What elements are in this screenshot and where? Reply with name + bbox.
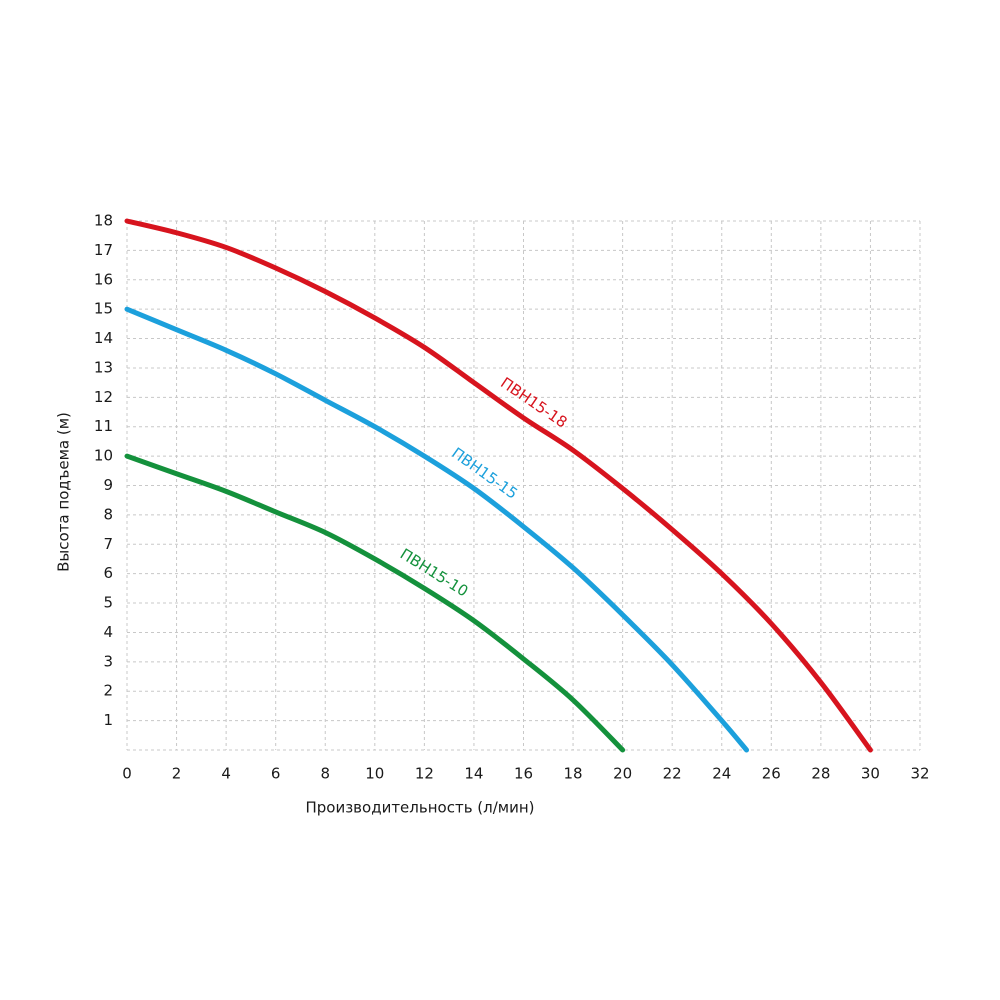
y-tick-label: 15 — [94, 300, 113, 318]
x-tick-label: 6 — [271, 765, 281, 783]
y-tick-label: 3 — [103, 652, 113, 670]
y-tick-label: 5 — [103, 594, 113, 612]
x-tick-label: 18 — [564, 765, 583, 783]
x-tick-label: 2 — [172, 765, 182, 783]
y-tick-label: 1 — [103, 711, 113, 729]
x-axis-title: Производительность (л/мин) — [305, 799, 534, 817]
y-tick-label: 7 — [103, 535, 113, 553]
y-axis-title: Высота подъема (м) — [55, 412, 73, 572]
y-tick-label: 10 — [94, 447, 113, 465]
x-tick-label: 24 — [712, 765, 731, 783]
x-tick-label: 20 — [613, 765, 632, 783]
y-tick-label: 14 — [94, 329, 113, 347]
y-tick-label: 4 — [103, 623, 113, 641]
x-tick-label: 0 — [122, 765, 132, 783]
y-tick-label: 12 — [94, 388, 113, 406]
series-line — [124, 453, 626, 753]
y-tick-label: 11 — [94, 417, 113, 435]
y-tick-label: 13 — [94, 358, 113, 376]
x-tick-label: 8 — [320, 765, 330, 783]
x-tick-label: 16 — [514, 765, 533, 783]
series-line — [124, 306, 750, 753]
x-tick-label: 4 — [221, 765, 231, 783]
y-tick-label: 17 — [94, 241, 113, 259]
x-tick-label: 10 — [365, 765, 384, 783]
x-tick-label: 26 — [762, 765, 781, 783]
y-tick-label: 18 — [94, 212, 113, 230]
y-tick-label: 2 — [103, 682, 113, 700]
y-tick-label: 6 — [103, 564, 113, 582]
y-tick-label: 9 — [103, 476, 113, 494]
x-tick-label: 12 — [415, 765, 434, 783]
x-tick-label: 28 — [811, 765, 830, 783]
y-tick-label: 16 — [94, 270, 113, 288]
x-tick-label: 32 — [910, 765, 929, 783]
x-tick-label: 30 — [861, 765, 880, 783]
series-line — [124, 218, 873, 753]
x-tick-label: 14 — [464, 765, 483, 783]
x-tick-label: 22 — [663, 765, 682, 783]
y-tick-label: 8 — [103, 505, 113, 523]
